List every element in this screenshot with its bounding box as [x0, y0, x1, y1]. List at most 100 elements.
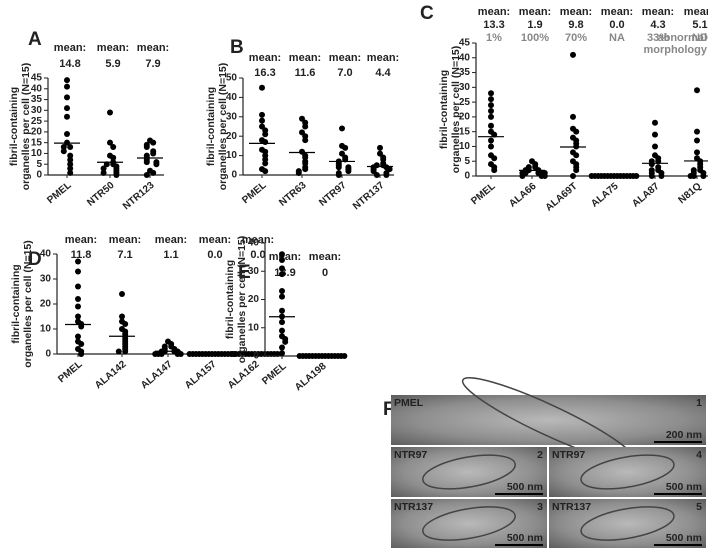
data-point [229, 351, 236, 357]
data-point [67, 169, 74, 176]
data-point [279, 251, 285, 258]
note: 33% [647, 32, 669, 44]
mean-prefix: mean: [249, 52, 281, 64]
y-tick-label: 40 [40, 249, 52, 260]
note: 100% [521, 32, 549, 44]
data-point [60, 143, 67, 150]
organelle [422, 454, 516, 490]
mean-value: 4.3 [650, 19, 665, 31]
organelle [580, 506, 675, 541]
tile-label: NTR137 [394, 501, 433, 513]
data-point [60, 148, 67, 155]
data-point [573, 128, 580, 135]
y-tick-label: 20 [248, 294, 260, 305]
x-tick-label: ALA87 [630, 181, 662, 210]
data-point [341, 353, 348, 359]
x-tick-label: PMEL [240, 180, 268, 206]
data-point [573, 152, 580, 159]
panel-letter: A [28, 29, 42, 50]
mean-prefix: mean: [309, 251, 341, 263]
data-point [64, 77, 70, 84]
y-tick-label: 10 [459, 141, 471, 152]
data-point [143, 172, 150, 178]
data-point [648, 173, 655, 179]
y-axis-label: organelles per cell (N=15) [236, 236, 248, 364]
data-point [262, 160, 269, 167]
mean-prefix: mean: [199, 234, 231, 246]
data-point [302, 137, 309, 144]
data-point [64, 105, 70, 112]
data-point [658, 173, 665, 179]
scale-label: 500 nm [666, 481, 702, 493]
scale-label: 500 nm [507, 532, 543, 544]
data-point [335, 172, 342, 178]
data-point [339, 125, 345, 132]
data-point [488, 113, 494, 120]
y-axis-label: organelles per cell (N=15) [22, 240, 34, 368]
y-tick-label: 45 [31, 73, 43, 84]
panel-letter: C [420, 3, 434, 24]
data-point [67, 152, 74, 159]
y-tick-label: 0 [36, 170, 42, 181]
data-point [64, 83, 70, 90]
y-tick-label: 30 [459, 82, 471, 93]
y-axis-label: organelles per cell (N=15) [450, 46, 462, 174]
tile-label: PMEL [394, 397, 424, 409]
data-point [279, 271, 285, 278]
data-point [78, 351, 85, 357]
mean-prefix: mean: [65, 234, 97, 246]
data-point [177, 351, 184, 357]
mean-prefix: mean: [54, 42, 86, 54]
data-point [279, 293, 285, 300]
data-point [488, 90, 494, 97]
y-tick-label: 0 [231, 170, 237, 181]
data-point [119, 291, 125, 297]
x-tick-label: ALA147 [139, 359, 175, 392]
x-tick-label: N81Q [677, 181, 704, 206]
data-point [488, 143, 494, 150]
data-point [573, 167, 580, 174]
x-tick-label: PMEL [56, 359, 84, 385]
data-point [152, 351, 159, 357]
data-point [110, 154, 117, 161]
data-point [153, 161, 160, 168]
data-point [279, 327, 285, 334]
data-point [262, 131, 269, 138]
data-point [570, 113, 576, 120]
data-point [279, 288, 285, 295]
data-point [75, 333, 81, 340]
y-axis-label: organelles per cell (N=15) [217, 63, 229, 191]
data-point [259, 117, 265, 124]
note: NA [609, 32, 625, 44]
panel-letter: D [28, 249, 42, 270]
y-tick-label: 35 [31, 94, 43, 105]
y-tick-label: 30 [248, 266, 260, 277]
mean-value: 11.8 [71, 249, 92, 261]
y-tick-label: 30 [226, 111, 238, 122]
mean-prefix: mean: [289, 52, 321, 64]
data-point [262, 139, 269, 146]
data-point [491, 155, 498, 162]
data-point [279, 319, 285, 326]
data-point [186, 351, 193, 357]
data-point [67, 156, 74, 163]
micrograph [549, 447, 706, 497]
data-point [279, 307, 285, 314]
mean-prefix: mean: [601, 6, 633, 18]
tile-label: NTR137 [552, 501, 591, 513]
x-tick-label: ALA66 [507, 181, 539, 210]
mean-value: 13.3 [483, 19, 504, 31]
data-point [113, 172, 120, 178]
data-point [115, 348, 122, 355]
data-point [78, 341, 85, 347]
mean-value: 0.0 [609, 19, 624, 31]
data-point [488, 102, 494, 109]
data-point [64, 94, 70, 101]
data-point [652, 119, 658, 126]
data-point [259, 84, 265, 91]
data-point [488, 137, 494, 144]
data-point [694, 128, 700, 135]
y-tick-label: 20 [40, 299, 52, 310]
y-tick-label: 0 [464, 171, 470, 182]
data-point [110, 143, 117, 150]
